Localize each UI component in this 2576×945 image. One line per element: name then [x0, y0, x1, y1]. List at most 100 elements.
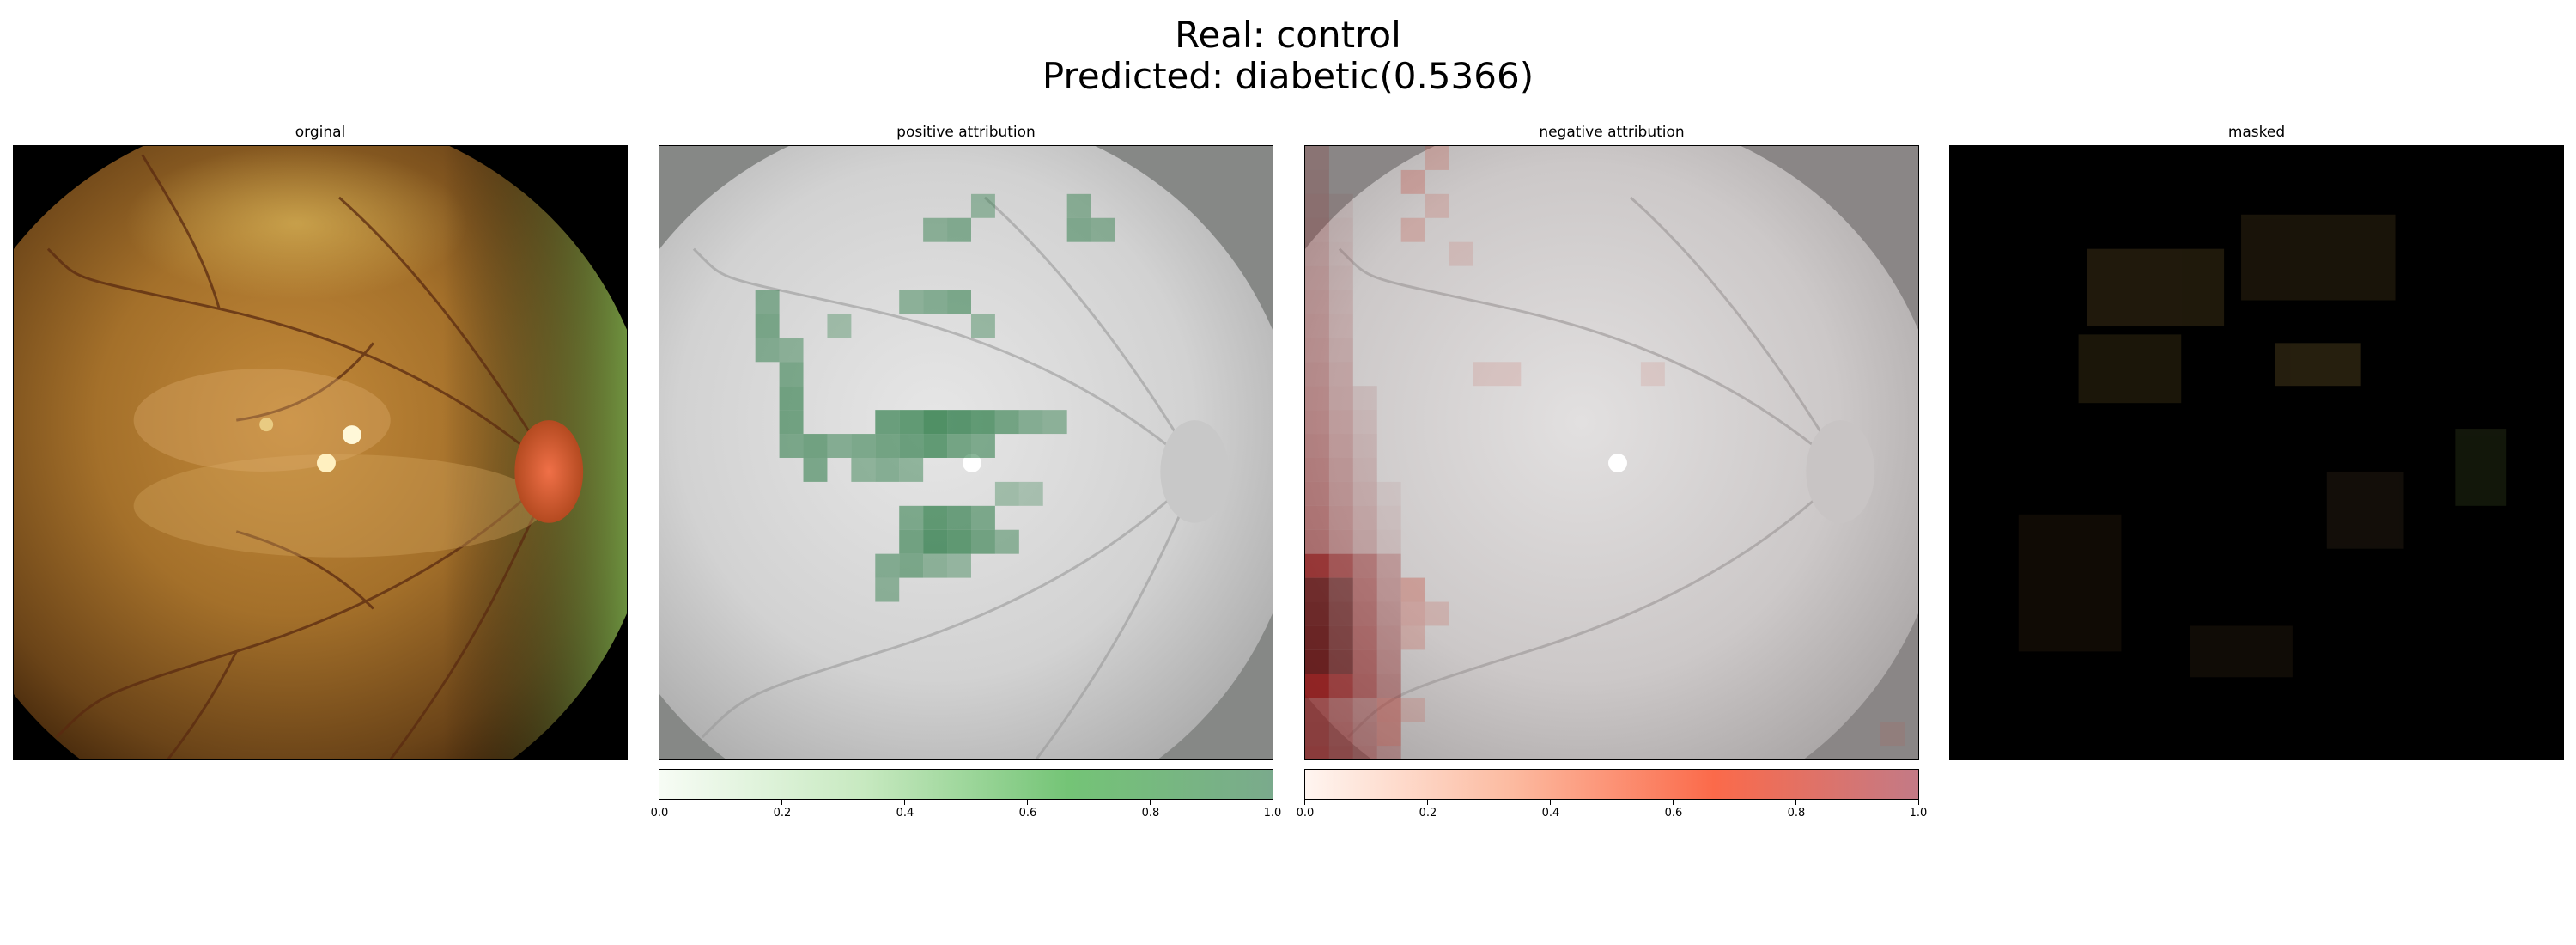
positive-attribution-patch — [970, 434, 995, 458]
negative-attribution-patch — [1305, 649, 1329, 674]
positive-attribution-patch — [755, 290, 780, 314]
negative-attribution-patch — [1328, 241, 1353, 266]
negative-attribution-patch — [1352, 410, 1377, 435]
negative-attribution-patch — [1328, 529, 1353, 554]
negative-attribution-patch — [1305, 674, 1329, 698]
negative-attribution-patch — [1473, 362, 1498, 387]
negative-attribution-patch — [1400, 625, 1425, 650]
negative-attribution-patch — [1449, 241, 1473, 266]
positive-attribution-patch — [947, 290, 971, 314]
positive-attribution-heatmap — [659, 145, 1273, 760]
positive-attribution-patch — [899, 553, 924, 578]
negative-attribution-patch — [1352, 553, 1377, 578]
positive-attribution-patch — [994, 481, 1019, 506]
positive-attribution-patch — [923, 529, 948, 554]
negative-attribution-patch — [1305, 434, 1329, 458]
positive-colorbar — [659, 769, 1273, 800]
masked-image — [1949, 145, 2564, 760]
positive-attribution-patch — [779, 410, 804, 435]
negative-attribution-patch — [1352, 529, 1377, 554]
positive-attribution-patch — [899, 457, 924, 482]
positive-attribution-patch — [994, 410, 1019, 435]
negative-attribution-patch — [1305, 146, 1329, 170]
negative-attribution-patch — [1352, 577, 1377, 602]
negative-attribution-patch — [1305, 698, 1329, 722]
negative-attribution-patch — [1305, 577, 1329, 602]
positive-attribution-patch — [970, 193, 995, 218]
positive-attribution-patch — [923, 290, 948, 314]
pos-tick-label: 0.8 — [1141, 807, 1160, 820]
positive-attribution-patch — [827, 314, 852, 338]
positive-attribution-patch — [851, 434, 876, 458]
positive-attribution-patch — [970, 529, 995, 554]
negative-attribution-patch — [1305, 529, 1329, 554]
negative-attribution-patch — [1328, 290, 1353, 314]
positive-attribution-patch — [875, 457, 900, 482]
positive-attribution-patch — [755, 314, 780, 338]
original-fundus-image — [13, 145, 628, 760]
negative-attribution-patch — [1328, 746, 1353, 759]
negative-attribution-patch — [1880, 722, 1905, 747]
positive-attribution-patch — [923, 434, 948, 458]
negative-attribution-patch — [1376, 722, 1401, 747]
negative-attribution-patch — [1376, 625, 1401, 650]
pos-tick — [904, 800, 905, 805]
negative-attribution-patch — [1328, 601, 1353, 626]
positive-attribution-patch — [1042, 410, 1067, 435]
negative-attribution-patch — [1328, 649, 1353, 674]
negative-attribution-patch — [1352, 505, 1377, 530]
negative-attribution-patch — [1305, 193, 1329, 218]
pos-tick-label: 0.0 — [650, 807, 669, 820]
panel-title-masked: masked — [2227, 124, 2286, 141]
positive-attribution-patch — [1091, 217, 1115, 242]
pos-tick — [1150, 800, 1151, 805]
positive-attribution-patch — [779, 386, 804, 411]
positive-attribution-patch — [923, 217, 948, 242]
negative-attribution-patch — [1352, 434, 1377, 458]
negative-attribution-patch — [1305, 553, 1329, 578]
negative-attribution-patch — [1328, 338, 1353, 363]
negative-attribution-patch — [1497, 362, 1522, 387]
positive-attribution-patch — [923, 410, 948, 435]
negative-attribution-patch — [1352, 649, 1377, 674]
negative-attribution-patch — [1305, 265, 1329, 290]
neg-tick-label: 0.2 — [1419, 807, 1437, 820]
negative-attribution-patch — [1425, 146, 1449, 170]
pos-tick-label: 0.6 — [1018, 807, 1037, 820]
neg-tick — [1427, 800, 1428, 805]
neg-tick — [1918, 800, 1919, 805]
positive-attribution-patch — [899, 434, 924, 458]
positive-attribution-patch — [779, 338, 804, 363]
positive-attribution-patch — [994, 529, 1019, 554]
neg-tick — [1673, 800, 1674, 805]
negative-attribution-patch — [1305, 601, 1329, 626]
negative-attribution-patch — [1376, 698, 1401, 722]
negative-attribution-patch — [1328, 193, 1353, 218]
positive-attribution-patch — [779, 362, 804, 387]
negative-attribution-patch — [1352, 601, 1377, 626]
positive-attribution-patch — [947, 434, 971, 458]
negative-attribution-patch — [1305, 169, 1329, 194]
negative-attribution-patch — [1425, 601, 1449, 626]
negative-attribution-patch — [1305, 505, 1329, 530]
negative-attribution-patch — [1376, 481, 1401, 506]
positive-attribution-patch — [779, 434, 804, 458]
positive-attribution-patch — [803, 457, 828, 482]
panel-title-positive-attribution: positive attribution — [896, 124, 1036, 141]
negative-colorbar — [1304, 769, 1919, 800]
negative-attribution-patch — [1400, 698, 1425, 722]
positive-attribution-patch — [923, 505, 948, 530]
negative-attribution-patch — [1376, 505, 1401, 530]
positive-attribution-patch — [970, 314, 995, 338]
negative-attribution-patch — [1352, 698, 1377, 722]
figure-title-predicted: Predicted: diabetic(0.5366) — [1042, 55, 1534, 97]
negative-attribution-patch — [1425, 193, 1449, 218]
negative-attribution-patch — [1400, 217, 1425, 242]
negative-attribution-patch — [1352, 625, 1377, 650]
neg-tick-label: 1.0 — [1909, 807, 1928, 820]
negative-attribution-patch — [1328, 410, 1353, 435]
negative-attribution-patch — [1328, 698, 1353, 722]
negative-attribution-patch — [1328, 577, 1353, 602]
negative-attribution-patch — [1376, 553, 1401, 578]
panel-title-negative-attribution: negative attribution — [1539, 124, 1685, 141]
